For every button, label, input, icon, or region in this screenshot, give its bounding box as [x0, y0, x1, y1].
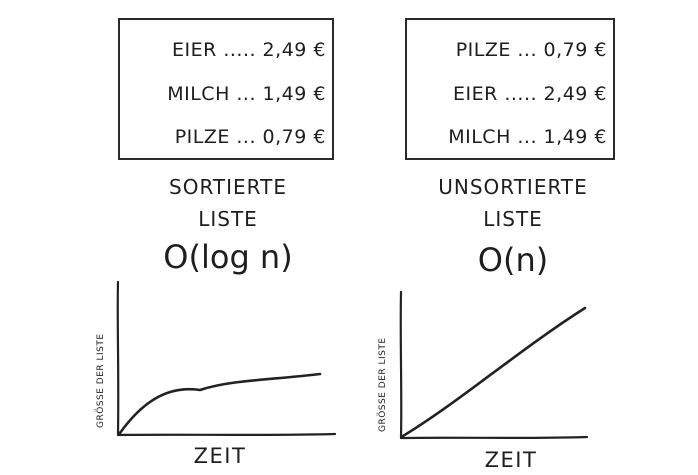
- unsorted-complexity: O(n): [477, 241, 549, 279]
- sorted-complexity: O(log n): [163, 238, 293, 276]
- sorted-panel: EIER ..... 2,49 € MILCH ... 1,49 € PILZE…: [96, 18, 337, 468]
- sorted-list-box: EIER ..... 2,49 € MILCH ... 1,49 € PILZE…: [118, 18, 334, 160]
- list-item: EIER ..... 2,49 €: [452, 83, 607, 105]
- unsorted-list-box: PILZE ... 0,79 € EIER ..... 2,49 € MILCH…: [405, 18, 615, 160]
- y-axis: [399, 290, 403, 440]
- unsorted-graph: [399, 290, 589, 440]
- unsorted-panel: PILZE ... 0,79 € EIER ..... 2,49 € MILCH…: [349, 0, 698, 475]
- sorted-graph: [116, 280, 337, 437]
- unsorted-list-label-2: LISTE: [483, 207, 543, 231]
- list-item: PILZE ... 0,79 €: [174, 126, 326, 148]
- list-item: MILCH ... 1,49 €: [167, 83, 326, 105]
- sorted-list-label: SORTIERTE: [169, 175, 287, 199]
- x-axis: [116, 432, 337, 437]
- y-axis-label: GRÖSSE DER LISTE: [378, 337, 388, 432]
- list-item: EIER ..... 2,49 €: [171, 39, 326, 61]
- y-axis-label: GRÖSSE DER LISTE: [96, 333, 106, 428]
- list-item: MILCH ... 1,49 €: [448, 126, 607, 148]
- y-axis: [116, 280, 120, 437]
- unsorted-list-label: UNSORTIERTE: [438, 175, 588, 199]
- list-item: PILZE ... 0,79 €: [455, 39, 607, 61]
- sorted-list-label-2: LISTE: [198, 207, 258, 231]
- x-axis: [399, 435, 589, 440]
- x-axis-label: ZEIT: [193, 444, 247, 468]
- x-axis-label: ZEIT: [484, 448, 538, 472]
- log-curve: [118, 372, 322, 435]
- linear-curve: [401, 306, 587, 438]
